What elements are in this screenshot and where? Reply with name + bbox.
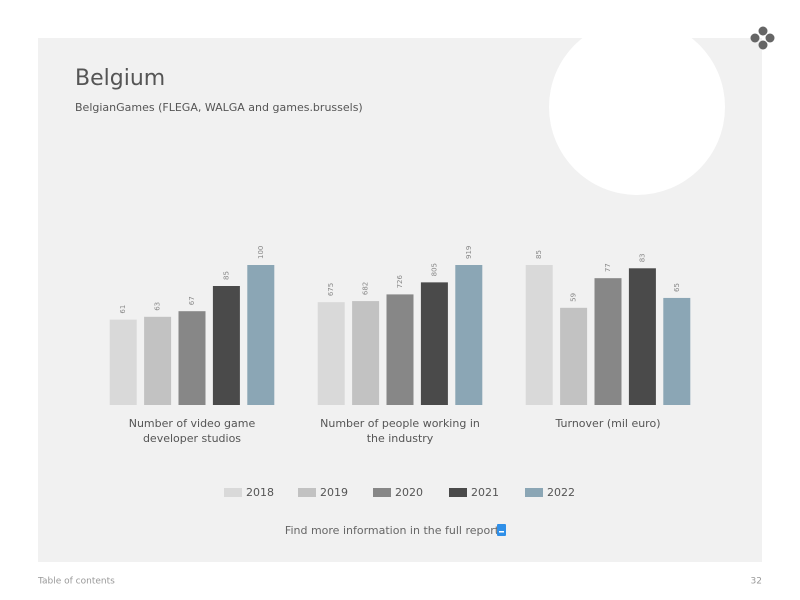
value-label: 67 (188, 296, 196, 305)
decor-circle (549, 19, 725, 195)
value-label: 100 (257, 246, 265, 259)
bar (594, 278, 622, 405)
legend-swatch (525, 488, 543, 497)
value-label: 77 (604, 263, 612, 272)
value-label: 85 (222, 271, 230, 280)
bar (352, 301, 380, 405)
legend-label: 2019 (320, 486, 348, 499)
page-title: Belgium (75, 66, 165, 91)
value-label: 726 (396, 274, 404, 288)
category-label: Number of video game developer studios (128, 417, 256, 445)
logo (750, 26, 775, 50)
bar (212, 286, 240, 405)
legend-label: 2022 (547, 486, 575, 499)
value-label: 83 (638, 253, 646, 262)
bar (247, 265, 275, 405)
legend-label: 2021 (471, 486, 499, 499)
legend-swatch (298, 488, 316, 497)
bar (628, 268, 656, 405)
bar (144, 316, 172, 405)
value-label: 682 (362, 282, 370, 295)
legend-label: 2018 (246, 486, 274, 499)
bar (109, 319, 137, 405)
value-label: 85 (535, 250, 543, 259)
legend-swatch (373, 488, 391, 497)
category-label: Turnover (mil euro) (555, 417, 661, 430)
value-label: 675 (327, 283, 335, 296)
value-label: 919 (465, 246, 473, 259)
bar (560, 307, 588, 405)
legend-swatch (449, 488, 467, 497)
bar (178, 311, 206, 405)
bar (525, 265, 553, 405)
value-label: 65 (673, 283, 681, 292)
subtitle: BelgianGames (FLEGA, WALGA and games.bru… (75, 101, 363, 114)
bar (386, 294, 414, 405)
doc-icon (497, 524, 506, 536)
category-label: Number of people working in the industry (320, 417, 480, 445)
value-label: 61 (119, 305, 127, 314)
value-label: 59 (570, 293, 578, 302)
bar (317, 302, 345, 405)
legend-label: 2020 (395, 486, 423, 499)
bar (420, 282, 448, 405)
value-label: 63 (154, 302, 162, 311)
bar (455, 265, 483, 405)
value-label: 805 (430, 263, 438, 276)
bar (663, 297, 691, 405)
report-link[interactable]: Find more information in the full report (285, 524, 500, 537)
legend-swatch (224, 488, 242, 497)
footer-link[interactable]: Table of contents (37, 577, 115, 587)
page-number: 32 (751, 577, 762, 587)
